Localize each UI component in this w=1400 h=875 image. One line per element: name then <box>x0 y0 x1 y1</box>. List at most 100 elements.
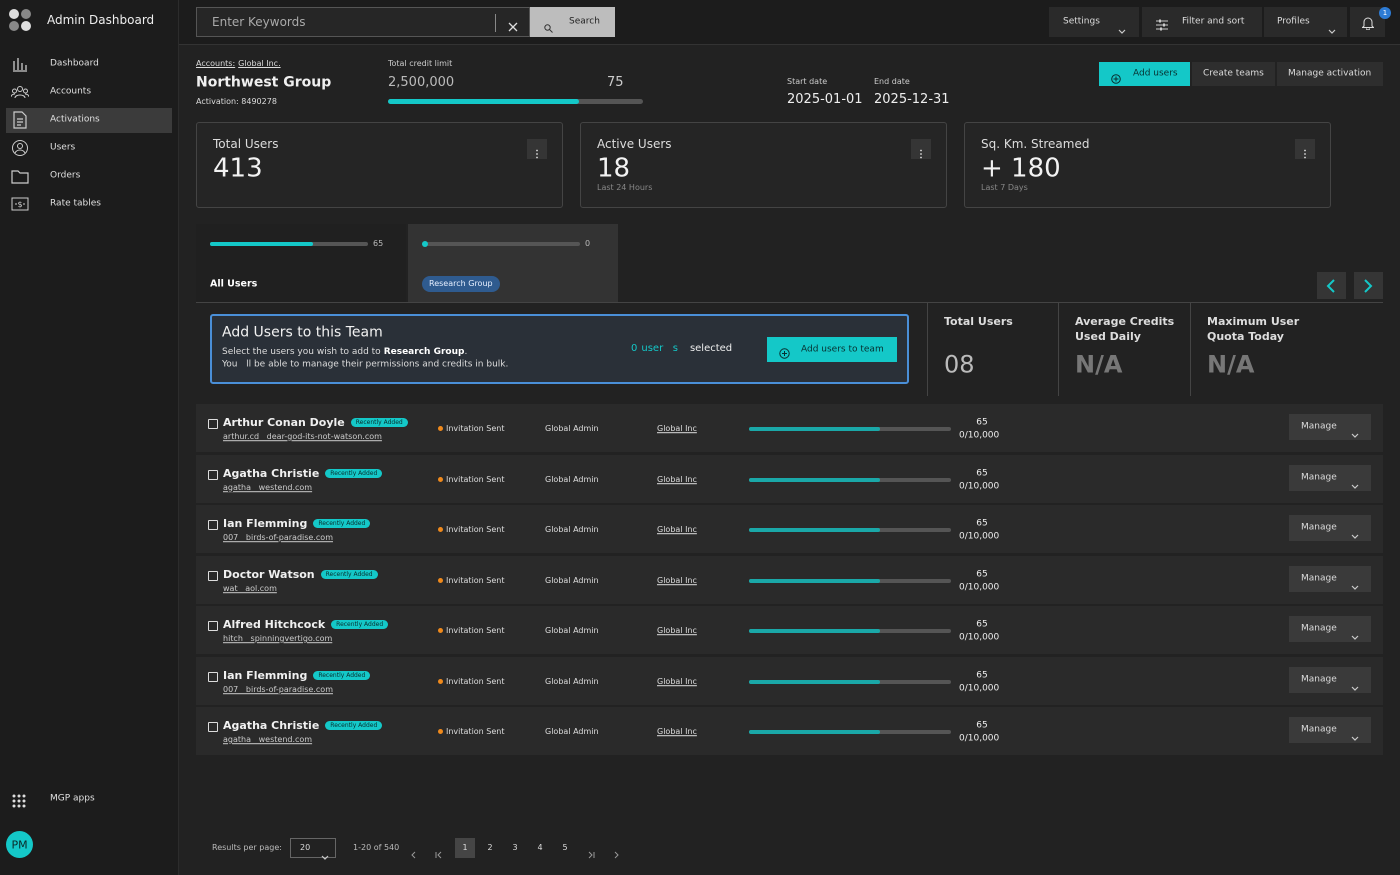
carousel-button[interactable] <box>1317 272 1346 299</box>
page-button[interactable]: 2 <box>480 838 500 858</box>
page-button[interactable]: 3 <box>505 838 525 858</box>
manage-button[interactable]: Manage <box>1289 414 1371 440</box>
manage-button[interactable]: Manage <box>1289 616 1371 642</box>
user-email[interactable]: 007 birds-of-paradise.com <box>223 533 333 543</box>
row-checkbox[interactable] <box>208 520 218 530</box>
icon-part <box>12 140 28 156</box>
user-org[interactable]: Global Inc <box>657 626 697 636</box>
user-quota: 0/10,000 <box>959 531 1000 542</box>
apps-icon[interactable] <box>12 793 26 808</box>
per-page-select[interactable]: 20 <box>290 838 336 860</box>
status-dot <box>438 678 443 684</box>
user-org[interactable]: Global Inc <box>657 525 697 535</box>
filter-sort-menu[interactable]: Filter and sort <box>1142 7 1262 37</box>
user-org[interactable]: Global Inc <box>657 676 697 686</box>
header-button[interactable]: Manage activation <box>1277 62 1383 86</box>
user-email[interactable]: hitch spinningvertigo.com <box>223 634 333 644</box>
search-box[interactable]: Enter Keywords <box>196 7 530 37</box>
header-button[interactable]: Create teams <box>1192 62 1275 86</box>
user-name-line: Agatha Christie Recently Added <box>223 719 383 732</box>
user-quota: 0/10,000 <box>959 430 1000 441</box>
summary-title: Maximum User Quota Today <box>1207 315 1300 343</box>
nav-item[interactable] <box>6 136 172 161</box>
manage-button[interactable]: Manage <box>1289 464 1371 491</box>
user-name-line: Ian Flemming Recently Added <box>223 517 371 530</box>
recently-added-badge: Recently Added <box>350 418 408 427</box>
page-nav-button[interactable] <box>435 844 443 859</box>
user-email[interactable]: arthur.cd dear-god-its-not-watson.com <box>223 432 382 442</box>
icon-part <box>12 88 17 94</box>
icon-part <box>1113 76 1119 82</box>
card-menu-button[interactable] <box>527 139 547 159</box>
icon-part <box>1351 534 1359 539</box>
row-checkbox[interactable] <box>208 621 218 631</box>
avatar[interactable]: PM <box>6 831 33 858</box>
search-button[interactable]: Search <box>530 7 615 37</box>
profiles-menu[interactable]: Profiles <box>1264 7 1347 37</box>
usage-fill <box>749 578 881 583</box>
page-button[interactable]: 5 <box>555 838 575 858</box>
card-menu-button[interactable] <box>911 139 931 159</box>
user-org[interactable]: Global Inc <box>657 727 697 737</box>
row-checkbox[interactable] <box>208 722 218 732</box>
user-quota: 0/10,000 <box>959 632 1000 643</box>
user-name: Arthur Conan Doyle <box>223 416 345 429</box>
add-to-team-button[interactable]: Add users to team <box>767 337 897 362</box>
tab-progress-label: 0 <box>585 239 591 249</box>
icon-part <box>11 170 29 184</box>
stat-note: Last 24 Hours <box>597 183 653 193</box>
status-dot <box>438 426 443 431</box>
carousel-button[interactable] <box>1354 272 1383 299</box>
settings-menu[interactable]: Settings <box>1049 7 1139 37</box>
usage-value: 65 <box>976 468 988 479</box>
icon-part <box>9 21 19 31</box>
manage-button[interactable]: Manage <box>1289 565 1371 592</box>
user-role: Global Admin <box>545 525 599 535</box>
page-button[interactable]: 1 <box>455 838 475 858</box>
tab-progress-label: 65 <box>373 239 384 249</box>
icon-part <box>920 149 922 159</box>
header-button[interactable]: Add users <box>1099 62 1190 86</box>
row-checkbox[interactable] <box>208 570 218 581</box>
user-email[interactable]: wat aol.com <box>223 583 277 593</box>
manage-button[interactable]: Manage <box>1289 515 1371 541</box>
nav-item[interactable] <box>6 164 172 189</box>
chevron <box>1351 576 1359 590</box>
app-title: Admin Dashboard <box>47 12 155 27</box>
nav-icon: $ <box>11 195 29 213</box>
user-email[interactable]: 007 birds-of-paradise.com <box>223 684 333 694</box>
row-checkbox[interactable] <box>208 469 218 480</box>
card-menu-button[interactable] <box>1295 139 1315 159</box>
manage-label: Manage <box>1301 623 1337 634</box>
icon-part <box>1351 686 1359 691</box>
team-tab[interactable]: 65 All Users <box>196 224 406 302</box>
user-org[interactable]: Global Inc <box>657 424 697 434</box>
row-checkbox[interactable] <box>208 671 218 682</box>
filter-label: Filter and sort <box>1182 16 1245 27</box>
chevron <box>1351 475 1359 489</box>
page-nav-button[interactable] <box>587 844 595 859</box>
page-nav-button[interactable] <box>410 844 418 859</box>
manage-button[interactable]: Manage <box>1289 666 1371 693</box>
activation-id: Activation: 8490278 <box>196 97 277 107</box>
manage-button[interactable]: Manage <box>1289 717 1371 743</box>
usage-value: 65 <box>976 619 988 630</box>
clear-icon[interactable] <box>508 17 518 32</box>
icon-part <box>21 9 31 19</box>
row-checkbox[interactable] <box>208 419 218 429</box>
icon-part <box>1351 635 1359 640</box>
user-email[interactable]: agatha westend.com <box>223 735 313 745</box>
page-button[interactable]: 4 <box>530 838 550 858</box>
team-tab[interactable]: 0 Research Group <box>408 224 618 302</box>
status-dot <box>438 527 443 532</box>
user-org[interactable]: Global Inc <box>657 474 697 484</box>
breadcrumb-link[interactable]: Global Inc. <box>238 59 281 68</box>
page-nav-button[interactable] <box>612 844 620 859</box>
user-org[interactable]: Global Inc <box>657 575 697 585</box>
icon-part <box>1304 149 1306 152</box>
user-email[interactable]: agatha westend.com <box>223 482 313 492</box>
icon-part <box>321 855 329 860</box>
stat-title: Active Users <box>597 136 672 151</box>
icon-part <box>1351 484 1359 489</box>
icon-part <box>1118 29 1126 34</box>
